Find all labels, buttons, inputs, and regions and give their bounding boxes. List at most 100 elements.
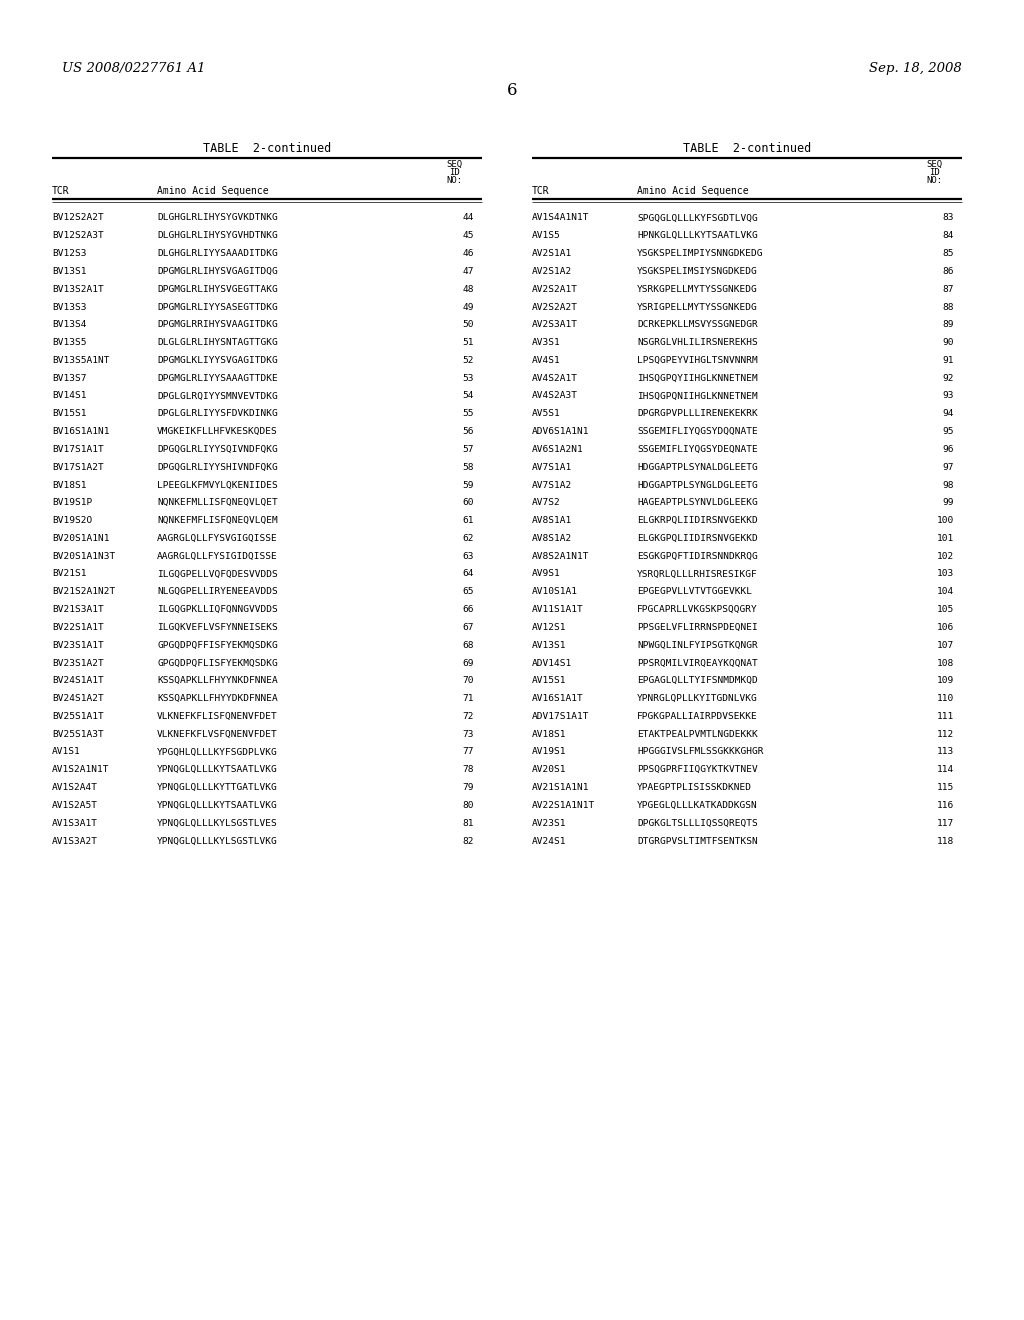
Text: BV17S1A1T: BV17S1A1T bbox=[52, 445, 103, 454]
Text: AV1S5: AV1S5 bbox=[532, 231, 561, 240]
Text: 52: 52 bbox=[463, 356, 474, 364]
Text: AV18S1: AV18S1 bbox=[532, 730, 566, 739]
Text: 55: 55 bbox=[463, 409, 474, 418]
Text: AV1S1: AV1S1 bbox=[52, 747, 81, 756]
Text: AV15S1: AV15S1 bbox=[532, 676, 566, 685]
Text: DLGLGLRLIHYSNTAGTTGKG: DLGLGLRLIHYSNTAGTTGKG bbox=[157, 338, 278, 347]
Text: 6: 6 bbox=[507, 82, 517, 99]
Text: BV13S7: BV13S7 bbox=[52, 374, 86, 383]
Text: 105: 105 bbox=[937, 605, 954, 614]
Text: DPGQGLRLIYYSHIVNDFQKG: DPGQGLRLIYYSHIVNDFQKG bbox=[157, 463, 278, 471]
Text: 83: 83 bbox=[942, 214, 954, 223]
Text: 113: 113 bbox=[937, 747, 954, 756]
Text: 47: 47 bbox=[463, 267, 474, 276]
Text: AV7S2: AV7S2 bbox=[532, 498, 561, 507]
Text: AV4S2A3T: AV4S2A3T bbox=[532, 392, 578, 400]
Text: YSGKSPELIMSIYSNGDKEDG: YSGKSPELIMSIYSNGDKEDG bbox=[637, 267, 758, 276]
Text: 98: 98 bbox=[942, 480, 954, 490]
Text: 68: 68 bbox=[463, 640, 474, 649]
Text: BV20S1A1N3T: BV20S1A1N3T bbox=[52, 552, 116, 561]
Text: BV18S1: BV18S1 bbox=[52, 480, 86, 490]
Text: 89: 89 bbox=[942, 321, 954, 329]
Text: BV13S4: BV13S4 bbox=[52, 321, 86, 329]
Text: DPGMGLRLIYYSAAAGTTDKE: DPGMGLRLIYYSAAAGTTDKE bbox=[157, 374, 278, 383]
Text: BV21S1: BV21S1 bbox=[52, 569, 86, 578]
Text: 91: 91 bbox=[942, 356, 954, 364]
Text: DTGRGPVSLTIMTFSENTKSN: DTGRGPVSLTIMTFSENTKSN bbox=[637, 837, 758, 846]
Text: AV2S2A1T: AV2S2A1T bbox=[532, 285, 578, 294]
Text: ESGKGPQFTIDIRSNNDKRQG: ESGKGPQFTIDIRSNNDKRQG bbox=[637, 552, 758, 561]
Text: AV12S1: AV12S1 bbox=[532, 623, 566, 632]
Text: YPNQGLQLLLKYLSGSTLVES: YPNQGLQLLLKYLSGSTLVES bbox=[157, 818, 278, 828]
Text: 92: 92 bbox=[942, 374, 954, 383]
Text: BV15S1: BV15S1 bbox=[52, 409, 86, 418]
Text: YSRQRLQLLLRHISRESIKGF: YSRQRLQLLLRHISRESIKGF bbox=[637, 569, 758, 578]
Text: YSRIGPELLMYTYSSGNKEDG: YSRIGPELLMYTYSSGNKEDG bbox=[637, 302, 758, 312]
Text: BV22S1A1T: BV22S1A1T bbox=[52, 623, 103, 632]
Text: 95: 95 bbox=[942, 428, 954, 436]
Text: TCR: TCR bbox=[532, 186, 550, 195]
Text: DLGHGLRLIHYSYGVHDTNKG: DLGHGLRLIHYSYGVHDTNKG bbox=[157, 231, 278, 240]
Text: 80: 80 bbox=[463, 801, 474, 810]
Text: YPNQGLQLLLKYLSGSTLVKG: YPNQGLQLLLKYLSGSTLVKG bbox=[157, 837, 278, 846]
Text: DPGLGLRLIYYSFDVKDINKG: DPGLGLRLIYYSFDVKDINKG bbox=[157, 409, 278, 418]
Text: HAGEAPTPLSYNVLDGLEEKG: HAGEAPTPLSYNVLDGLEEKG bbox=[637, 498, 758, 507]
Text: NSGRGLVHLILIRSNEREКHS: NSGRGLVHLILIRSNEREКHS bbox=[637, 338, 758, 347]
Text: YPGQHLQLLLKYFSGDPLVKG: YPGQHLQLLLKYFSGDPLVKG bbox=[157, 747, 278, 756]
Text: 86: 86 bbox=[942, 267, 954, 276]
Text: AV1S3A1T: AV1S3A1T bbox=[52, 818, 98, 828]
Text: BV12S3: BV12S3 bbox=[52, 249, 86, 259]
Text: BV17S1A2T: BV17S1A2T bbox=[52, 463, 103, 471]
Text: AV3S1: AV3S1 bbox=[532, 338, 561, 347]
Text: YPNQGLQLLLKYTSAATLVKG: YPNQGLQLLLKYTSAATLVKG bbox=[157, 766, 278, 775]
Text: 88: 88 bbox=[942, 302, 954, 312]
Text: ILGQGPELLVQFQDESVVDDS: ILGQGPELLVQFQDESVVDDS bbox=[157, 569, 278, 578]
Text: 108: 108 bbox=[937, 659, 954, 668]
Text: AV8S2A1N1T: AV8S2A1N1T bbox=[532, 552, 590, 561]
Text: AV2S3A1T: AV2S3A1T bbox=[532, 321, 578, 329]
Text: 104: 104 bbox=[937, 587, 954, 597]
Text: DPGRGPVPLLLIRENEKEKRK: DPGRGPVPLLLIRENEKEKRK bbox=[637, 409, 758, 418]
Text: 49: 49 bbox=[463, 302, 474, 312]
Text: YPGEGLQLLLKATKADDKGSN: YPGEGLQLLLKATKADDKGSN bbox=[637, 801, 758, 810]
Text: DPGMGLRLIYYSASEGTTDKG: DPGMGLRLIYYSASEGTTDKG bbox=[157, 302, 278, 312]
Text: 93: 93 bbox=[942, 392, 954, 400]
Text: SEQ: SEQ bbox=[926, 160, 942, 169]
Text: 48: 48 bbox=[463, 285, 474, 294]
Text: ID: ID bbox=[929, 168, 939, 177]
Text: SSGEMIFLIYQGSYDQQNATE: SSGEMIFLIYQGSYDQQNATE bbox=[637, 428, 758, 436]
Text: ELGKRPQLIIDIRSNVGEKKD: ELGKRPQLIIDIRSNVGEKKD bbox=[637, 516, 758, 525]
Text: 73: 73 bbox=[463, 730, 474, 739]
Text: BV14S1: BV14S1 bbox=[52, 392, 86, 400]
Text: SEQ: SEQ bbox=[445, 160, 462, 169]
Text: AV7S1A2: AV7S1A2 bbox=[532, 480, 572, 490]
Text: DPGMGLRLIHYSVGEGTTAKG: DPGMGLRLIHYSVGEGTTAKG bbox=[157, 285, 278, 294]
Text: VLKNEFKFLISFQNENVFDET: VLKNEFKFLISFQNENVFDET bbox=[157, 711, 278, 721]
Text: BV12S2A3T: BV12S2A3T bbox=[52, 231, 103, 240]
Text: Amino Acid Sequence: Amino Acid Sequence bbox=[157, 186, 268, 195]
Text: 87: 87 bbox=[942, 285, 954, 294]
Text: DCRKEPKLLMSVYSSGNEDGR: DCRKEPKLLMSVYSSGNEDGR bbox=[637, 321, 758, 329]
Text: 100: 100 bbox=[937, 516, 954, 525]
Text: VMGKEIKFLLHFVKESKQDES: VMGKEIKFLLHFVKESKQDES bbox=[157, 428, 278, 436]
Text: ADV17S1A1T: ADV17S1A1T bbox=[532, 711, 590, 721]
Text: 77: 77 bbox=[463, 747, 474, 756]
Text: ETAKTPEALPVMTLNGDEKKK: ETAKTPEALPVMTLNGDEKKK bbox=[637, 730, 758, 739]
Text: AV9S1: AV9S1 bbox=[532, 569, 561, 578]
Text: BV13S5A1NT: BV13S5A1NT bbox=[52, 356, 110, 364]
Text: 72: 72 bbox=[463, 711, 474, 721]
Text: HPNKGLQLLLKYTSAATLVKG: HPNKGLQLLLKYTSAATLVKG bbox=[637, 231, 758, 240]
Text: AV1S2A1N1T: AV1S2A1N1T bbox=[52, 766, 110, 775]
Text: LPSQGPEYVIHGLTSNVNNRM: LPSQGPEYVIHGLTSNVNNRM bbox=[637, 356, 758, 364]
Text: ADV14S1: ADV14S1 bbox=[532, 659, 572, 668]
Text: EPGEGPVLLVTVTGGEVKKL: EPGEGPVLLVTVTGGEVKKL bbox=[637, 587, 752, 597]
Text: AV4S1: AV4S1 bbox=[532, 356, 561, 364]
Text: 112: 112 bbox=[937, 730, 954, 739]
Text: BV25S1A1T: BV25S1A1T bbox=[52, 711, 103, 721]
Text: 53: 53 bbox=[463, 374, 474, 383]
Text: AV1S2A4T: AV1S2A4T bbox=[52, 783, 98, 792]
Text: ID: ID bbox=[449, 168, 460, 177]
Text: YPNQGLQLLLKYTSAATLVKG: YPNQGLQLLLKYTSAATLVKG bbox=[157, 801, 278, 810]
Text: NPWGQLINLFYIPSGTKQNGR: NPWGQLINLFYIPSGTKQNGR bbox=[637, 640, 758, 649]
Text: AV2S1A2: AV2S1A2 bbox=[532, 267, 572, 276]
